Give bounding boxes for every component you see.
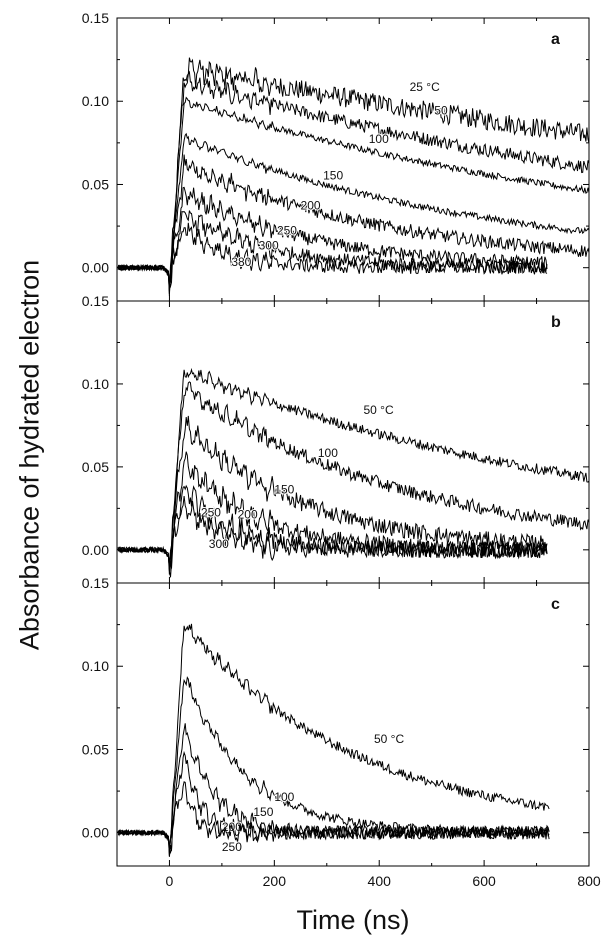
series-label: 200 (301, 198, 321, 212)
series-label: 250 (277, 223, 297, 237)
x-tick-label: 600 (472, 873, 496, 889)
series-line (117, 723, 550, 851)
y-tick-label: 0.05 (82, 741, 109, 757)
y-tick-label: 0.05 (82, 176, 109, 192)
series-label: 380 (231, 255, 251, 269)
y-tick-label: 0.05 (82, 459, 109, 475)
series-line (117, 186, 548, 287)
x-tick-label: 0 (166, 873, 174, 889)
y-tick-label: 0.00 (82, 542, 109, 558)
series-label: 150 (253, 805, 273, 819)
series-line (117, 154, 590, 289)
series-label: 250 (201, 506, 221, 520)
series-line (117, 132, 590, 286)
series-line (117, 381, 590, 568)
series-line (117, 222, 548, 285)
x-tick-label: 800 (577, 873, 601, 889)
series-line (117, 415, 548, 562)
plot-frame (116, 582, 590, 867)
series-label: 50 °C (363, 403, 393, 417)
x-tick-label: 200 (263, 873, 287, 889)
series-label: 200 (238, 507, 258, 521)
y-tick-label: 0.10 (82, 93, 109, 109)
series-label: 250 (222, 840, 242, 854)
y-axis-label-container: Absorbance of hydrated electron (0, 0, 60, 870)
series-label: 100 (318, 446, 338, 460)
series-label: 100 (274, 790, 294, 804)
series-line (117, 210, 548, 287)
series-label: 150 (274, 482, 294, 496)
series-line (117, 70, 590, 295)
series-line (118, 495, 548, 578)
y-tick-label: 0.00 (82, 260, 109, 276)
series-line (117, 781, 550, 855)
y-tick-label: 0.10 (82, 658, 109, 674)
series-label: 50 (434, 104, 448, 118)
panel-c: 0.00 0.05 0.10 0.15 0 200 400 600 800 c 50 °C 10015… (82, 575, 601, 889)
x-axis-label: Time (ns) (296, 905, 410, 935)
y-tick-label: 0.10 (82, 376, 109, 392)
series-line (118, 96, 590, 291)
series-label: 100 (369, 132, 389, 146)
series-label: 300 (259, 238, 279, 252)
series-line (117, 623, 550, 850)
series-line (117, 367, 590, 570)
y-tick-label: 0.15 (82, 293, 109, 309)
x-tick-label: 400 (368, 873, 392, 889)
y-tick-label: 0.15 (82, 10, 109, 26)
panel-label: b (551, 314, 561, 331)
series-label: 150 (323, 168, 343, 182)
series-label: 50 °C (374, 732, 404, 746)
plot-frame (116, 300, 590, 584)
series-label: 300 (209, 537, 229, 551)
y-tick-label: 0.15 (82, 575, 109, 591)
panel-label: a (551, 31, 560, 48)
y-tick-label: 0.00 (82, 825, 109, 841)
panel-label: c (551, 596, 560, 613)
series-line (117, 676, 550, 856)
series-label: 25 °C (410, 80, 440, 94)
panel-b: 0.00 0.05 0.10 0.15 b 50 °C 100 150 200 250 300 (82, 293, 590, 584)
series-line (117, 750, 550, 857)
series-line (117, 57, 590, 296)
y-axis-label: Absorbance of hydrated electron (14, 259, 45, 651)
